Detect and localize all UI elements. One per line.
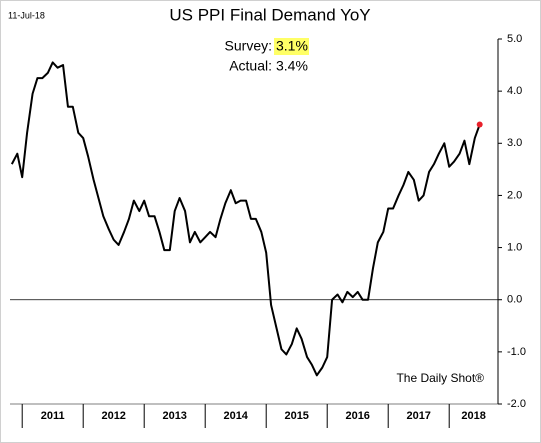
y-tick-label: -1.0 (507, 346, 526, 358)
y-tick-label: 2.0 (507, 189, 522, 201)
y-tick-label: 4.0 (507, 85, 522, 97)
x-tick-label: 2012 (101, 410, 125, 422)
actual-label: Actual: (229, 58, 272, 74)
x-tick-label: 2011 (41, 410, 65, 422)
actual-value: 3.4% (276, 58, 308, 74)
survey-value: 3.1% (276, 38, 308, 54)
x-tick-label: 2014 (223, 410, 248, 422)
x-tick-label: 2013 (162, 410, 186, 422)
x-tick-label: 2015 (284, 410, 308, 422)
y-tick-label: 3.0 (507, 137, 522, 149)
source-label: The Daily Shot® (396, 371, 484, 385)
y-tick-label: -2.0 (507, 398, 526, 410)
x-tick-label: 2017 (406, 410, 430, 422)
x-tick-label: 2018 (461, 410, 485, 422)
y-tick-label: 0.0 (507, 294, 522, 306)
y-tick-label: 5.0 (507, 33, 522, 45)
last-point (476, 121, 483, 128)
date-label: 11-Jul-18 (8, 10, 45, 20)
y-tick-label: 1.0 (507, 241, 522, 253)
line (10, 61, 481, 377)
survey-highlight (274, 38, 309, 55)
survey-label: Survey: (225, 38, 272, 54)
x-tick-label: 2016 (345, 410, 369, 422)
chart-title: US PPI Final Demand YoY (169, 5, 370, 24)
